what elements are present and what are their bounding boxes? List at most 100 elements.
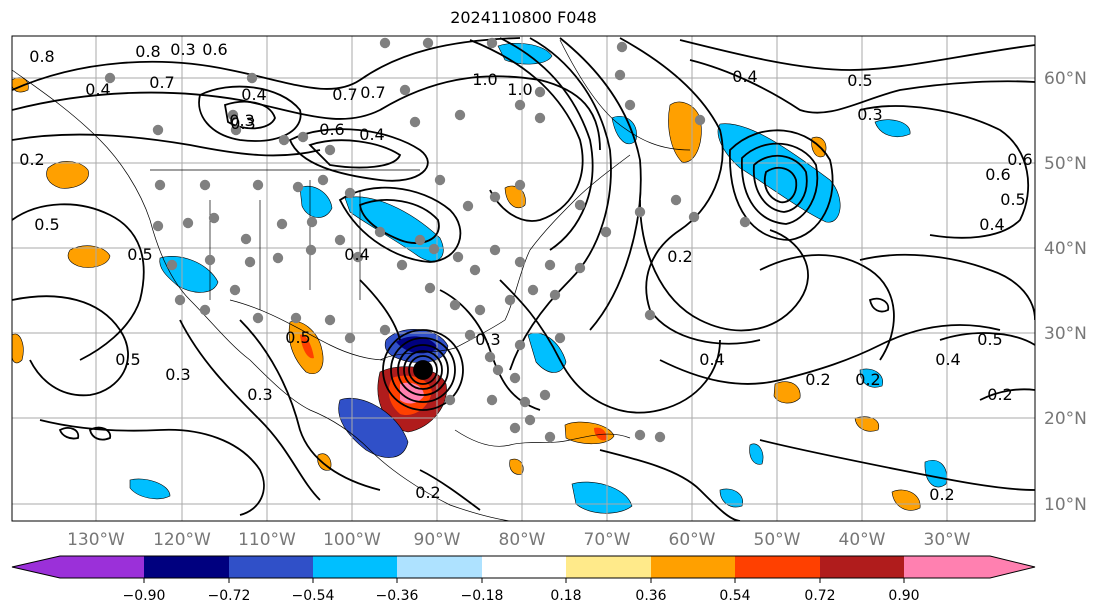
cool-patch: [129, 478, 171, 500]
cool-patch: [717, 123, 841, 223]
hurricane-contours: [382, 329, 464, 411]
contour-line: [499, 279, 721, 414]
contour-line: [729, 129, 834, 241]
contour-line: [338, 186, 462, 263]
contour-line: [599, 449, 741, 521]
coastline: [12, 69, 511, 521]
contour-label: 0.2: [929, 485, 954, 504]
cool-patch: [611, 116, 637, 145]
contour-line: [239, 319, 381, 491]
colorbar-tick-label: −0.72: [208, 588, 251, 604]
station-dot: [292, 181, 304, 193]
warm-patch: [509, 458, 524, 475]
warm-patch: [854, 416, 880, 432]
station-dot: [379, 324, 391, 336]
colorbar-segment: [397, 556, 482, 578]
station-dot: [305, 244, 317, 256]
station-dot: [334, 234, 346, 246]
latitude-label: 60°N: [1044, 69, 1087, 89]
station-dot: [344, 187, 356, 199]
contour-line: [419, 469, 481, 511]
contour-label: 0.4: [699, 350, 724, 369]
coastline: [379, 154, 631, 361]
station-dot: [240, 233, 252, 245]
station-dot: [574, 262, 586, 274]
station-dot: [614, 69, 626, 81]
station-dot: [670, 194, 682, 206]
contour-label: 0.5: [127, 245, 152, 264]
contour-label: 0.6: [319, 120, 344, 139]
colorbar-segment: [904, 556, 990, 578]
station-dot: [509, 422, 521, 434]
longitude-label: 40°W: [839, 530, 886, 550]
station-dot: [252, 179, 264, 191]
contour-line: [759, 439, 1035, 491]
station-dot: [514, 99, 526, 111]
contour-label: 0.2: [855, 370, 880, 389]
station-dot: [462, 200, 474, 212]
contour-label: 0.5: [847, 71, 872, 90]
contour-label: 0.5: [977, 330, 1002, 349]
longitude-label: 70°W: [584, 530, 631, 550]
station-dot: [428, 243, 440, 255]
contour-line: [859, 253, 1035, 321]
colorbar-tick-label: −0.36: [376, 588, 419, 604]
colorbar-tick-label: 0.54: [719, 588, 750, 604]
contour-label: 0.2: [667, 247, 692, 266]
contour-label: 0.4: [732, 67, 757, 86]
contour-label: 0.3: [247, 385, 272, 404]
station-dot: [230, 124, 242, 136]
contour-label: 0.2: [987, 385, 1012, 404]
station-dot: [152, 124, 164, 136]
station-dot: [534, 86, 546, 98]
contour-line: [741, 142, 819, 225]
warm-patch: [504, 185, 526, 209]
station-dot: [208, 212, 220, 224]
contour-line: [639, 199, 809, 332]
colorbar-tick-label: −0.18: [461, 588, 504, 604]
contour-line: [359, 199, 440, 244]
station-dot: [297, 131, 309, 143]
colorbar-tick-label: 0.36: [635, 588, 666, 604]
coastline: [454, 429, 631, 447]
longitude-label: 120°W: [153, 530, 211, 550]
station-dot: [409, 116, 421, 128]
latitude-label: 30°N: [1044, 324, 1087, 344]
contour-line: [12, 133, 321, 157]
station-dot: [527, 284, 539, 296]
station-dot: [276, 218, 288, 230]
longitude-label: 50°W: [754, 530, 801, 550]
contour-label: 0.5: [1000, 190, 1025, 209]
contour-label: 1.0: [472, 70, 497, 89]
contour-line: [868, 297, 890, 313]
station-dot: [554, 332, 566, 344]
station-dot: [374, 226, 386, 238]
contour-label: 0.2: [19, 150, 44, 169]
station-dot: [644, 309, 656, 321]
station-dot: [514, 339, 526, 351]
station-dot: [486, 37, 498, 49]
contour-line: [359, 279, 401, 341]
border: [229, 299, 386, 361]
station-dot: [694, 114, 706, 126]
station-dot: [154, 179, 166, 191]
graticule: [12, 36, 1035, 521]
colorbar-segment: [313, 556, 397, 578]
station-dot: [514, 256, 526, 268]
longitude-label: 60°W: [669, 530, 716, 550]
contour-line: [12, 203, 145, 361]
station-dot: [152, 220, 164, 232]
contour-line: [308, 139, 402, 169]
station-dot: [492, 364, 504, 376]
station-dot: [509, 372, 521, 384]
contour-label: 0.4: [935, 350, 960, 369]
station-dot: [324, 144, 336, 156]
colorbar-tick-label: 0.18: [550, 588, 581, 604]
colorbar-segment: [60, 556, 144, 578]
cool-patch: [749, 443, 764, 465]
cool-patch: [338, 398, 409, 458]
contour-label: 0.8: [135, 42, 160, 61]
warm-patch: [891, 489, 921, 511]
contour-label: 0.5: [285, 328, 310, 347]
